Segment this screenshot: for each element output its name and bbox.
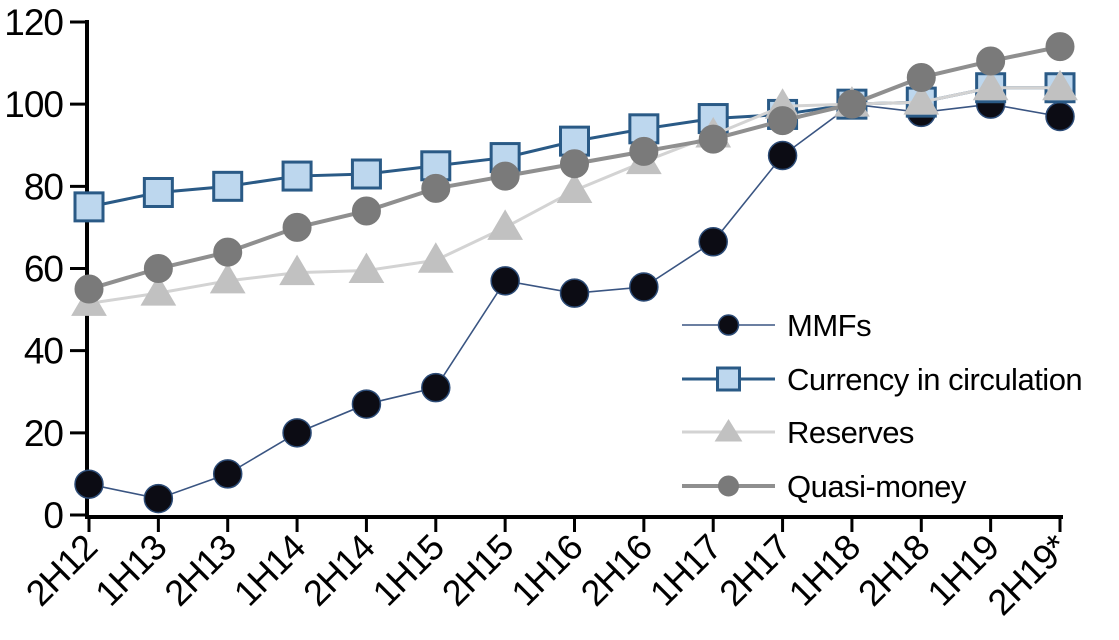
series-mmfs-marker: [559, 278, 590, 308]
series-mmfs-marker: [698, 227, 728, 257]
series-quasi-money-marker: [768, 106, 798, 136]
x-tick-label: 2H14: [295, 527, 382, 614]
series-mmfs-marker: [421, 372, 451, 403]
legend-quasi-money-marker: [718, 475, 739, 497]
y-tick-label: 100: [4, 84, 63, 125]
series-reserves-marker: [348, 252, 385, 284]
series-currency-in-circulation-marker: [350, 158, 382, 190]
y-tick-label: 20: [24, 413, 64, 454]
legend-mmfs-marker: [717, 314, 740, 336]
series-reserves-marker: [972, 69, 1009, 101]
series-mmfs-marker: [1045, 101, 1075, 132]
series-reserves-marker: [209, 262, 246, 294]
series-currency-in-circulation-marker: [281, 160, 313, 192]
series-mmfs-marker: [351, 389, 382, 419]
legend-quasi-money-label: Quasi-money: [787, 469, 967, 504]
x-tick-label: 1H16: [503, 527, 590, 614]
legend-currency-in-circulation-label: Currency in circulation: [787, 362, 1082, 397]
series-reserves-marker: [556, 172, 593, 203]
legend-reserves-marker: [714, 419, 743, 442]
series-mmfs-marker: [629, 272, 659, 302]
y-tick-label: 120: [4, 2, 63, 43]
series-mmfs-marker: [282, 418, 312, 448]
series-quasi-money-marker: [629, 136, 659, 166]
legend-reserves-label: Reserves: [787, 415, 914, 450]
x-tick-label: 2H13: [156, 527, 243, 614]
y-tick-label: 60: [24, 249, 64, 290]
x-tick-label: 1H14: [226, 527, 313, 614]
x-tick-label: 1H18: [781, 527, 868, 614]
series-quasi-money-marker: [490, 161, 520, 191]
x-tick-label: 2H18: [850, 527, 937, 614]
series-reserves-marker: [140, 275, 177, 306]
series-quasi-money-marker: [837, 89, 867, 119]
series-quasi-money-marker: [698, 124, 728, 154]
series-reserves-marker: [1042, 69, 1078, 101]
series-mmfs-marker: [212, 459, 243, 489]
x-tick-label: 2H12: [18, 527, 105, 614]
series-quasi-money-marker: [143, 254, 173, 283]
series-quasi-money-marker: [906, 62, 936, 92]
series-mmfs-marker: [767, 140, 798, 171]
x-tick-label: 1H17: [642, 527, 729, 614]
series-currency-in-circulation-marker: [628, 113, 660, 145]
series-currency-in-circulation-marker: [142, 176, 174, 208]
series-currency-in-circulation-marker: [212, 170, 244, 202]
series-reserves-marker: [487, 209, 524, 240]
series-reserves-marker: [279, 254, 315, 286]
series-quasi-money-marker: [421, 173, 451, 203]
y-tick-label: 80: [24, 166, 64, 207]
x-tick-label: 2H15: [434, 527, 521, 614]
series-mmfs-marker: [74, 469, 104, 499]
series-quasi-money-marker: [560, 149, 589, 179]
x-tick-label: 2H17: [711, 527, 798, 614]
x-tick-label: 2H16: [572, 527, 659, 614]
series-currency-in-circulation-marker: [73, 191, 105, 223]
y-tick-label: 0: [43, 495, 63, 536]
series-quasi-money-marker: [351, 196, 381, 226]
series-quasi-money-marker: [213, 237, 243, 267]
series-quasi-money-marker: [976, 46, 1006, 76]
series-quasi-money-marker: [282, 212, 312, 242]
x-tick-label: 1H15: [364, 527, 451, 614]
series-quasi-money-marker: [1045, 32, 1075, 62]
x-tick-label: 1H13: [87, 527, 174, 614]
series-mmfs-marker: [143, 483, 174, 514]
series-quasi-money-marker: [74, 274, 104, 304]
series-reserves-marker: [417, 242, 454, 273]
legend-mmfs-label: MMFs: [787, 308, 871, 343]
series-mmfs-marker: [490, 266, 520, 296]
legend-currency-in-circulation-marker: [716, 366, 741, 392]
series-reserves-marker: [903, 84, 940, 115]
y-tick-label: 40: [24, 331, 64, 372]
x-tick-label: 2H19*: [979, 526, 1076, 623]
